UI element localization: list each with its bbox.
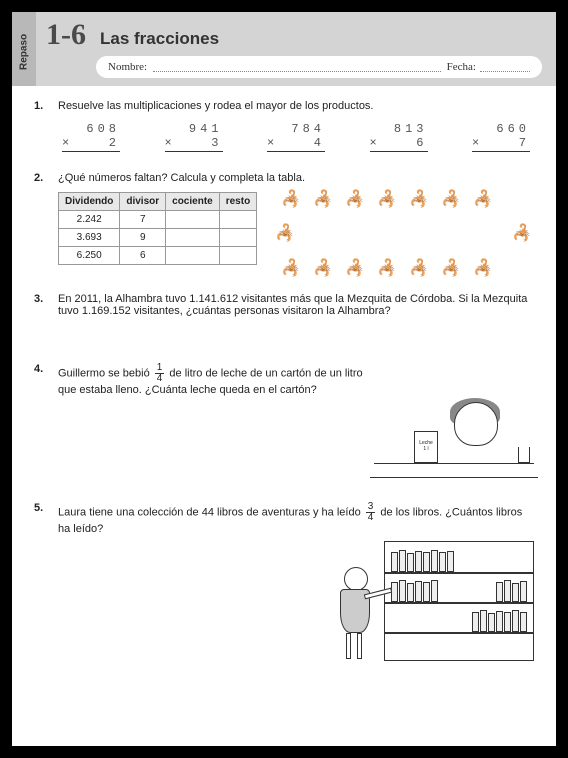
mult-5-bot: 7 [519, 136, 530, 150]
q2-table[interactable]: Dividendo divisor cociente resto 2.242 7 [58, 192, 257, 265]
q4-body: Guillermo se bebió 14 de litro de leche … [58, 363, 534, 486]
mult-3[interactable]: 784 ×4 [267, 122, 325, 152]
th-resto: resto [219, 193, 256, 211]
q4-fraction: 14 [155, 363, 165, 384]
question-5: 5. Laura tiene una colección de 44 libro… [34, 502, 534, 671]
q1-body: Resuelve las multiplicaciones y rodea el… [58, 100, 534, 152]
title-row: 1-6 Las fracciones [46, 18, 542, 52]
q5-pre: Laura tiene una colección de 44 libros d… [58, 506, 364, 518]
cell-r2c3[interactable] [219, 247, 256, 265]
cell-r1c0: 3.693 [59, 229, 120, 247]
question-2: 2. ¿Qué números faltan? Calcula y comple… [34, 172, 534, 277]
q3-number: 3. [34, 293, 48, 317]
girl-icon [332, 567, 376, 671]
cell-r1c1: 9 [120, 229, 166, 247]
cell-r0c2[interactable] [166, 211, 220, 229]
mult-2-bot: 3 [211, 136, 222, 150]
q4-number: 4. [34, 363, 48, 486]
fecha-line[interactable] [480, 62, 530, 72]
cell-r2c1: 6 [120, 247, 166, 265]
mult-1[interactable]: 608 ×2 [62, 122, 120, 152]
mult-2[interactable]: 941 ×3 [165, 122, 223, 152]
mult-1-top: 608 [62, 122, 120, 136]
boy-milk-illustration: Leche 1 l [374, 396, 534, 486]
mult-3-bot: 4 [314, 136, 325, 150]
question-1: 1. Resuelve las multiplicaciones y rodea… [34, 100, 534, 152]
cell-r1c3[interactable] [219, 229, 256, 247]
q1-multiplications: 608 ×2 941 ×3 784 ×4 813 ×6 [58, 122, 534, 152]
name-date-row: Nombre: Fecha: [96, 56, 542, 78]
mult-4-bot: 6 [416, 136, 427, 150]
question-3: 3. En 2011, la Alhambra tuvo 1.141.612 v… [34, 293, 534, 317]
q1-number: 1. [34, 100, 48, 152]
q2-text: ¿Qué números faltan? Calcula y completa … [58, 172, 534, 184]
th-cociente: cociente [166, 193, 220, 211]
lesson-number: 1-6 [46, 18, 86, 52]
q4-pre: Guillermo se bebió [58, 367, 153, 379]
cell-r2c2[interactable] [166, 247, 220, 265]
header-main: 1-6 Las fracciones Nombre: Fecha: [36, 12, 556, 86]
scorpion-border-icon: 🦂 🦂 🦂 🦂 🦂 🦂 🦂 🦂 🦂 🦂 🦂 🦂 🦂 🦂 [275, 192, 534, 277]
q1-text: Resuelve las multiplicaciones y rodea el… [58, 100, 534, 112]
mult-3-top: 784 [267, 122, 325, 136]
nombre-label: Nombre: [108, 61, 147, 73]
cell-r2c0: 6.250 [59, 247, 120, 265]
th-divisor: divisor [120, 193, 166, 211]
mult-5[interactable]: 660 ×7 [472, 122, 530, 152]
content: 1. Resuelve las multiplicaciones y rodea… [12, 86, 556, 695]
question-4: 4. Guillermo se bebió 14 de litro de lec… [34, 363, 534, 486]
cell-r0c1: 7 [120, 211, 166, 229]
worksheet-page: Repaso 1-6 Las fracciones Nombre: Fecha:… [12, 12, 556, 746]
cell-r1c2[interactable] [166, 229, 220, 247]
bookshelf-illustration [324, 541, 534, 671]
cell-r0c0: 2.242 [59, 211, 120, 229]
q2-body: ¿Qué números faltan? Calcula y completa … [58, 172, 534, 277]
fecha-label: Fecha: [447, 61, 476, 73]
mult-5-top: 660 [472, 122, 530, 136]
mult-2-top: 941 [165, 122, 223, 136]
q5-number: 5. [34, 502, 48, 671]
nombre-line[interactable] [153, 62, 441, 72]
mult-4-top: 813 [370, 122, 428, 136]
q5-fraction: 34 [366, 502, 376, 523]
q2-number: 2. [34, 172, 48, 277]
milk-carton-icon: Leche 1 l [414, 431, 438, 463]
q3-text: En 2011, la Alhambra tuvo 1.141.612 visi… [58, 293, 534, 317]
mult-4[interactable]: 813 ×6 [370, 122, 428, 152]
glass-icon [518, 447, 530, 463]
page-title: Las fracciones [100, 29, 219, 49]
q5-body: Laura tiene una colección de 44 libros d… [58, 502, 534, 671]
mult-1-bot: 2 [109, 136, 120, 150]
repaso-tab: Repaso [12, 12, 36, 86]
cell-r0c3[interactable] [219, 211, 256, 229]
th-dividendo: Dividendo [59, 193, 120, 211]
header: Repaso 1-6 Las fracciones Nombre: Fecha: [12, 12, 556, 86]
